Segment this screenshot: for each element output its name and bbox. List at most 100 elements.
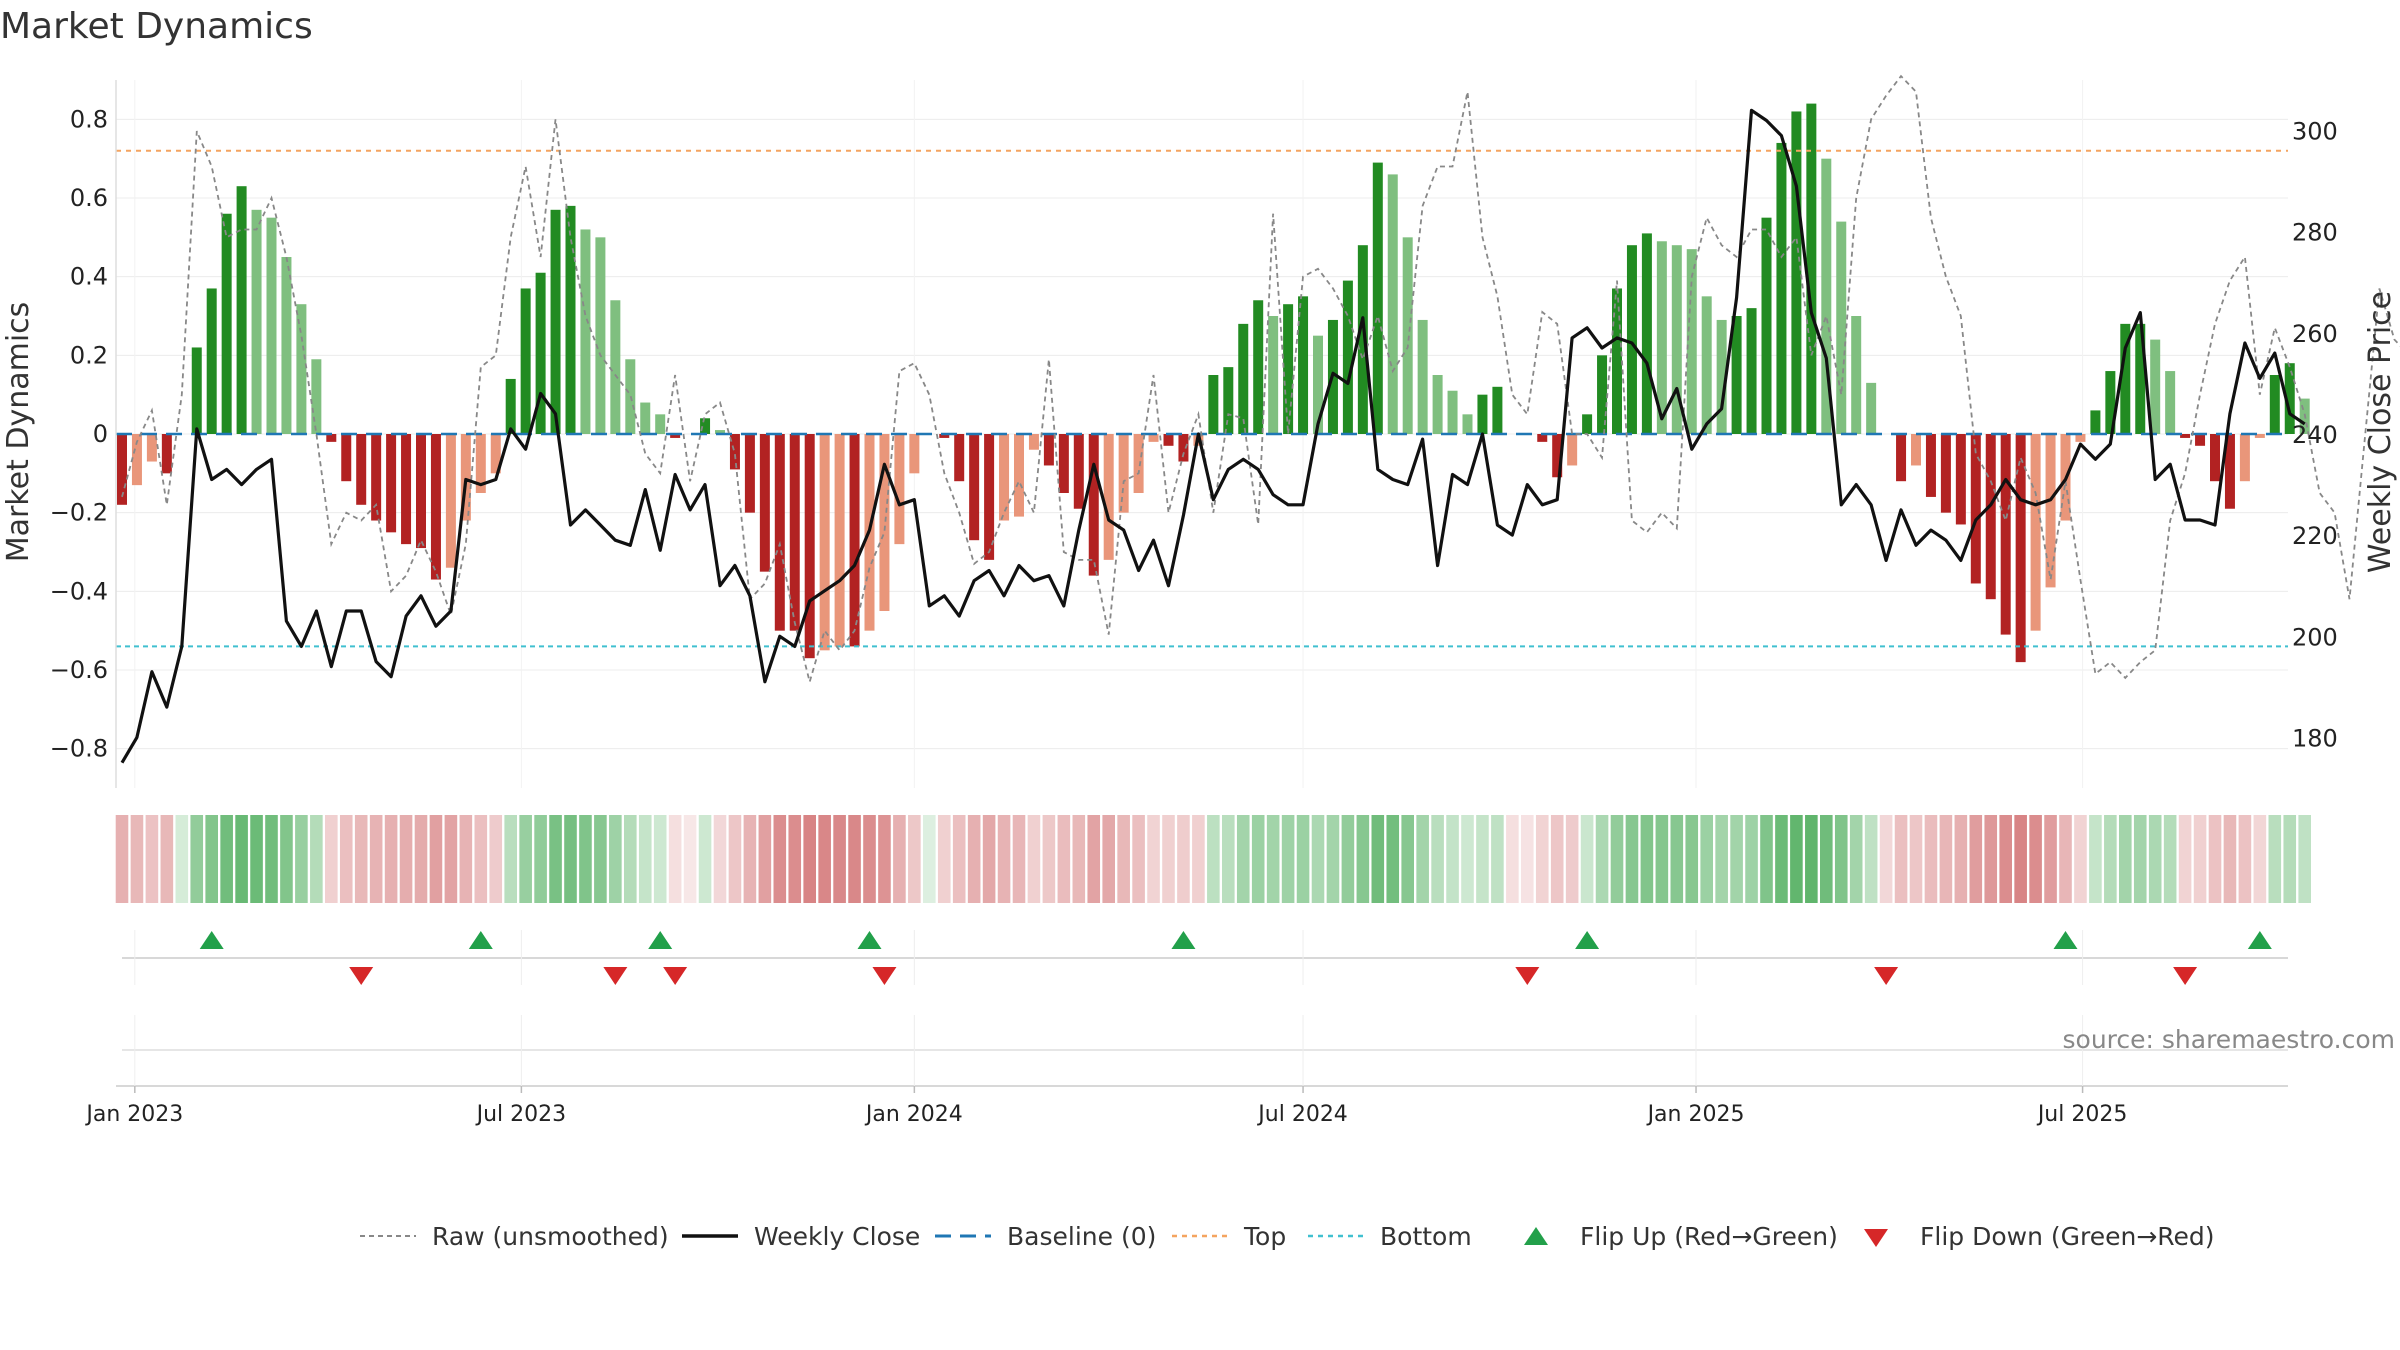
regime-cell [519, 815, 532, 903]
bars-layer [117, 103, 2310, 663]
flip-down-marker [872, 967, 897, 985]
histogram-bar [1686, 249, 1697, 434]
regime-cell [2208, 815, 2222, 903]
right-tick-label: 280 [2292, 219, 2338, 247]
legend-label: Raw (unsmoothed) [432, 1222, 669, 1251]
regime-cell [1296, 815, 1310, 903]
regime-cell [115, 815, 129, 903]
left-tick-label: −0.4 [50, 577, 108, 605]
regime-cell [818, 815, 831, 903]
flip-down-marker [349, 967, 374, 985]
histogram-bar [1073, 434, 1084, 509]
histogram-bar [744, 434, 755, 513]
regime-cell [1222, 815, 1235, 903]
regime-cell [310, 815, 323, 903]
regime-cell [1506, 815, 1519, 903]
regime-cell [235, 815, 248, 903]
regime-cell [1326, 815, 1340, 903]
regime-cell [728, 815, 742, 903]
histogram-bar [326, 434, 337, 442]
legend-label: Baseline (0) [1007, 1222, 1156, 1251]
histogram-bar [1806, 103, 1817, 434]
flip-down-marker [1874, 967, 1899, 985]
histogram-bar [984, 434, 995, 560]
histogram-bar [490, 434, 501, 474]
histogram-bar [1417, 319, 1428, 434]
regime-cell [399, 815, 413, 903]
histogram-bar [251, 209, 262, 434]
histogram-bar [1866, 382, 1877, 434]
histogram-bar [550, 209, 561, 434]
lines-layer [116, 74, 2400, 764]
histogram-bar [2254, 434, 2265, 438]
histogram-bar [1746, 308, 1757, 434]
histogram-bar [341, 434, 352, 482]
regime-cell [1266, 815, 1280, 903]
histogram-bar [1208, 375, 1219, 434]
regime-cell [1685, 815, 1699, 903]
regime-cell [2193, 815, 2207, 903]
regime-cell [2059, 815, 2072, 903]
histogram-bar [535, 272, 546, 434]
regime-cell [1446, 815, 1459, 903]
regime-cell [1521, 815, 1534, 903]
regime-cell [1117, 815, 1130, 903]
histogram-bar [1970, 434, 1981, 584]
regime-cell [489, 815, 503, 903]
histogram-bar [146, 434, 157, 462]
regime-cell [1431, 815, 1444, 903]
regime-cell [1879, 815, 1893, 903]
regime-cell [1072, 815, 1086, 903]
histogram-bar [1985, 434, 1996, 600]
histogram-bar [460, 434, 471, 521]
regime-cell [504, 815, 517, 903]
regime-cell [1670, 815, 1684, 903]
x-tick-label: Jan 2025 [1646, 1102, 1745, 1127]
regime-cell [280, 815, 293, 903]
histogram-bar [819, 434, 830, 651]
regime-cell [295, 815, 308, 903]
regime-cell [1356, 815, 1370, 903]
legend-item: Top [1172, 1222, 1286, 1251]
histogram-bar [131, 434, 142, 486]
x-tick-label: Jul 2025 [2036, 1102, 2128, 1127]
histogram-bar [206, 288, 217, 434]
histogram-bar [1626, 245, 1637, 434]
source-text: source: sharemaestro.com [2063, 1025, 2396, 1054]
regime-cell [354, 815, 368, 903]
regime-cell [609, 815, 622, 903]
regime-cell [1401, 815, 1414, 903]
histogram-bar [670, 434, 681, 438]
flip-up-marker [2053, 931, 2078, 949]
histogram-bar [1148, 434, 1159, 442]
histogram-bar [520, 288, 531, 434]
histogram-bar [1791, 111, 1802, 434]
regime-cell [564, 815, 577, 903]
regime-cell [1939, 815, 1953, 903]
legend-item: Raw (unsmoothed) [360, 1222, 669, 1251]
regime-cell [1640, 815, 1654, 903]
regime-cell [2268, 815, 2282, 903]
histogram-bar [445, 434, 456, 568]
right-tick-label: 180 [2292, 724, 2338, 752]
histogram-bar [266, 217, 277, 434]
histogram-bar [729, 434, 740, 470]
right-tick-label: 200 [2292, 623, 2338, 651]
axes-layer: −0.8 −0.6 −0.4 −0.2 0 0.2 0.4 0.6 0.8 180 200 220 24… [50, 80, 2338, 788]
x-axis: Jan 2023 Jul 2023 Jan 2024 Jul 2024 Jan 2025… [84, 1086, 2127, 1127]
histogram-bar [700, 418, 711, 434]
regime-cell [1924, 815, 1938, 903]
histogram-bar [2090, 410, 2101, 434]
histogram-bar [1432, 375, 1443, 434]
right-tick-label: 300 [2292, 118, 2338, 146]
regime-cell [967, 815, 981, 903]
regime-cell [638, 815, 652, 903]
regime-cell [908, 815, 921, 903]
regime-cell [1894, 815, 1908, 903]
histogram-bar [894, 434, 905, 545]
histogram-bar [1896, 434, 1907, 482]
histogram-bar [999, 434, 1010, 521]
legend-label: Top [1243, 1222, 1286, 1251]
histogram-bar [1671, 245, 1682, 434]
histogram-bar [1163, 434, 1174, 446]
